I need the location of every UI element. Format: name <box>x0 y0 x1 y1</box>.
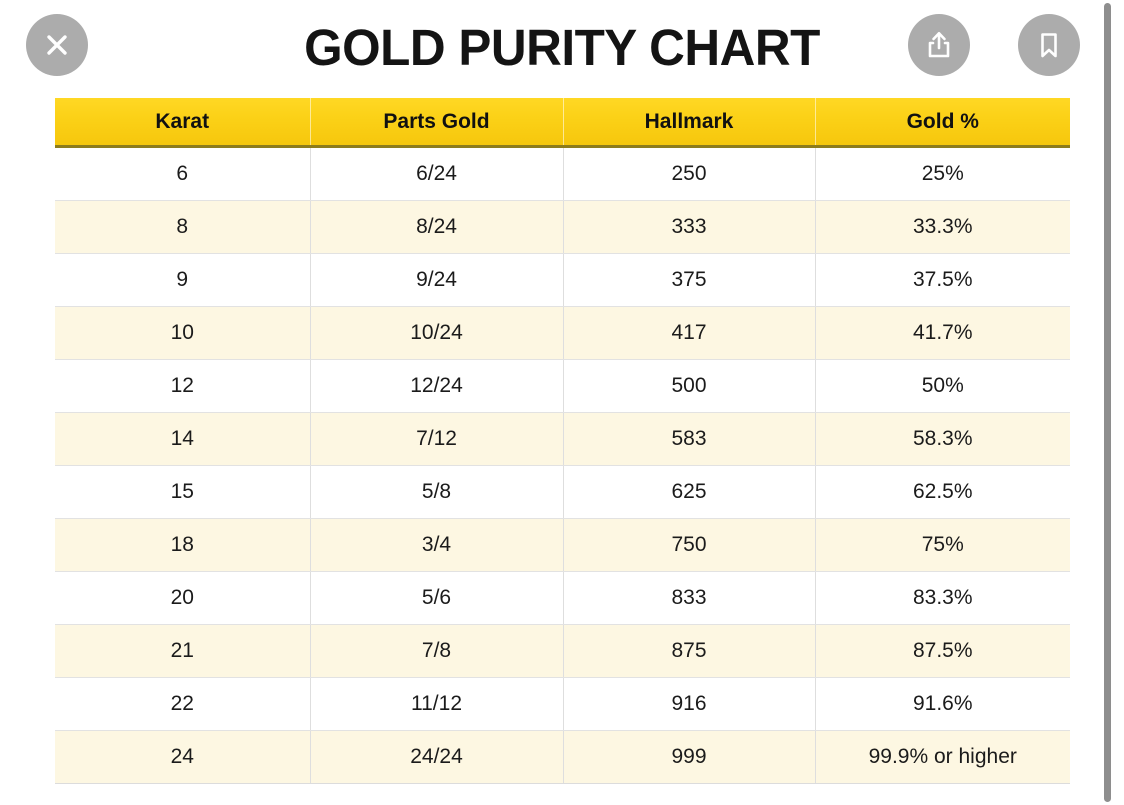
cell-gold-pct: 87.5% <box>815 624 1070 678</box>
cell-gold-pct: 37.5% <box>815 253 1070 307</box>
cell-gold-pct: 91.6% <box>815 677 1070 731</box>
gold-purity-table-container: Karat Parts Gold Hallmark Gold % 6 6/24 25… <box>55 98 1070 784</box>
table-header: Karat Parts Gold Hallmark Gold % <box>55 98 1070 148</box>
cell-gold-pct: 58.3% <box>815 412 1070 466</box>
cell-gold-pct: 50% <box>815 359 1070 413</box>
cell-parts-gold: 6/24 <box>310 146 564 201</box>
table-header-row: Karat Parts Gold Hallmark Gold % <box>55 98 1070 148</box>
viewer-toolbar: GOLD PURITY CHART <box>0 0 1124 100</box>
cell-hallmark: 875 <box>563 624 816 678</box>
close-x-icon <box>41 29 73 61</box>
table-row: 12 12/24 500 50% <box>55 359 1070 413</box>
cell-gold-pct: 99.9% or higher <box>815 730 1070 784</box>
cell-parts-gold: 10/24 <box>310 306 564 360</box>
table-row: 20 5/6 833 83.3% <box>55 571 1070 625</box>
cell-hallmark: 583 <box>563 412 816 466</box>
cell-hallmark: 625 <box>563 465 816 519</box>
cell-parts-gold: 7/12 <box>310 412 564 466</box>
cell-karat: 6 <box>55 146 311 201</box>
table-row: 22 11/12 916 91.6% <box>55 677 1070 731</box>
cell-hallmark: 750 <box>563 518 816 572</box>
cell-parts-gold: 9/24 <box>310 253 564 307</box>
share-button[interactable] <box>908 14 970 76</box>
cell-parts-gold: 7/8 <box>310 624 564 678</box>
table-row: 24 24/24 999 99.9% or higher <box>55 730 1070 784</box>
cell-karat: 9 <box>55 253 311 307</box>
column-header-gold-pct: Gold % <box>815 98 1070 148</box>
cell-parts-gold: 11/12 <box>310 677 564 731</box>
cell-gold-pct: 25% <box>815 146 1070 201</box>
cell-gold-pct: 41.7% <box>815 306 1070 360</box>
cell-karat: 15 <box>55 465 311 519</box>
cell-karat: 8 <box>55 200 311 254</box>
table-row: 15 5/8 625 62.5% <box>55 465 1070 519</box>
table-row: 14 7/12 583 58.3% <box>55 412 1070 466</box>
cell-hallmark: 500 <box>563 359 816 413</box>
cell-parts-gold: 8/24 <box>310 200 564 254</box>
cell-karat: 20 <box>55 571 311 625</box>
column-header-karat: Karat <box>55 98 311 148</box>
scrollbar-thumb[interactable] <box>1104 3 1111 802</box>
gold-purity-table: Karat Parts Gold Hallmark Gold % 6 6/24 25… <box>55 98 1070 784</box>
cell-karat: 12 <box>55 359 311 413</box>
page-title: GOLD PURITY CHART <box>304 19 820 76</box>
cell-parts-gold: 5/6 <box>310 571 564 625</box>
cell-karat: 18 <box>55 518 311 572</box>
cell-hallmark: 250 <box>563 146 816 201</box>
cell-karat: 24 <box>55 730 311 784</box>
table-body: 6 6/24 250 25% 8 8/24 333 33.3% 9 9/24 375 37.5% 10 1… <box>55 146 1070 784</box>
cell-gold-pct: 33.3% <box>815 200 1070 254</box>
cell-gold-pct: 75% <box>815 518 1070 572</box>
cell-karat: 21 <box>55 624 311 678</box>
column-header-parts-gold: Parts Gold <box>310 98 564 148</box>
cell-karat: 10 <box>55 306 311 360</box>
bookmark-icon <box>1033 29 1065 61</box>
cell-hallmark: 417 <box>563 306 816 360</box>
cell-hallmark: 999 <box>563 730 816 784</box>
column-header-hallmark: Hallmark <box>563 98 816 148</box>
cell-gold-pct: 83.3% <box>815 571 1070 625</box>
table-row: 10 10/24 417 41.7% <box>55 306 1070 360</box>
table-row: 21 7/8 875 87.5% <box>55 624 1070 678</box>
cell-hallmark: 333 <box>563 200 816 254</box>
table-row: 9 9/24 375 37.5% <box>55 253 1070 307</box>
table-row: 6 6/24 250 25% <box>55 146 1070 201</box>
cell-gold-pct: 62.5% <box>815 465 1070 519</box>
cell-parts-gold: 12/24 <box>310 359 564 413</box>
table-row: 18 3/4 750 75% <box>55 518 1070 572</box>
bookmark-button[interactable] <box>1018 14 1080 76</box>
table-row: 8 8/24 333 33.3% <box>55 200 1070 254</box>
scrollbar-track[interactable] <box>1104 0 1118 805</box>
share-icon <box>922 28 956 62</box>
cell-parts-gold: 3/4 <box>310 518 564 572</box>
cell-hallmark: 833 <box>563 571 816 625</box>
cell-parts-gold: 24/24 <box>310 730 564 784</box>
cell-parts-gold: 5/8 <box>310 465 564 519</box>
close-button[interactable] <box>26 14 88 76</box>
cell-karat: 22 <box>55 677 311 731</box>
cell-karat: 14 <box>55 412 311 466</box>
cell-hallmark: 375 <box>563 253 816 307</box>
cell-hallmark: 916 <box>563 677 816 731</box>
